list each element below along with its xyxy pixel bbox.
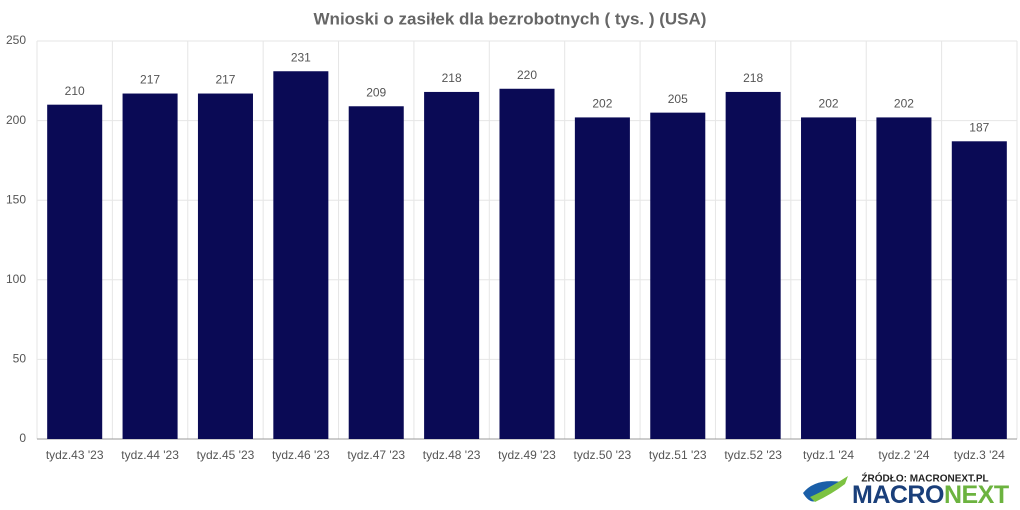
bar — [197, 93, 253, 439]
x-tick-label: tydz.48 '23 — [423, 448, 481, 462]
value-label: 210 — [65, 84, 85, 98]
x-tick-label: tydz.47 '23 — [347, 448, 405, 462]
x-tick-label: tydz.51 '23 — [649, 448, 707, 462]
value-label: 187 — [969, 120, 989, 134]
chart-title: Wnioski o zasiłek dla bezrobotnych ( tys… — [314, 9, 707, 28]
x-tick-label: tydz.50 '23 — [574, 448, 632, 462]
x-tick-label: tydz.46 '23 — [272, 448, 330, 462]
y-tick-label: 200 — [6, 113, 26, 127]
bar — [725, 91, 781, 439]
value-label: 209 — [366, 85, 386, 99]
bar — [47, 104, 103, 440]
bar — [499, 88, 555, 439]
y-tick-label: 150 — [6, 192, 26, 206]
value-label: 218 — [743, 71, 763, 85]
x-tick-label: tydz.43 '23 — [46, 448, 104, 462]
value-label: 202 — [819, 97, 839, 111]
x-tick-label: tydz.52 '23 — [724, 448, 782, 462]
bar — [273, 71, 329, 440]
x-tick-label: tydz.3 '24 — [954, 448, 1005, 462]
value-label: 205 — [668, 92, 688, 106]
bar — [876, 117, 932, 439]
value-label: 218 — [442, 71, 462, 85]
y-tick-label: 250 — [6, 33, 26, 47]
logo-part: MACRO — [852, 481, 944, 509]
y-tick-label: 100 — [6, 272, 26, 286]
x-tick-label: tydz.44 '23 — [121, 448, 179, 462]
bar — [424, 91, 480, 439]
bar — [348, 106, 404, 439]
logo-text: MACRONEXT — [852, 481, 1009, 509]
x-tick-label: tydz.1 '24 — [803, 448, 854, 462]
value-label: 217 — [140, 73, 160, 87]
x-tick-label: tydz.2 '24 — [878, 448, 929, 462]
x-tick-label: tydz.49 '23 — [498, 448, 556, 462]
logo-part: NEXT — [944, 481, 1009, 509]
logo-icon — [810, 476, 848, 502]
bar — [951, 141, 1007, 439]
y-tick-label: 50 — [13, 352, 27, 366]
value-label: 231 — [291, 50, 311, 64]
bar — [574, 117, 630, 439]
value-label: 202 — [592, 97, 612, 111]
logo: ŹRÓDŁO: MACRONEXT.PL MACRONEXT — [803, 472, 1009, 509]
y-tick-label: 0 — [19, 431, 26, 445]
value-label: 220 — [517, 68, 537, 82]
x-tick-label: tydz.45 '23 — [197, 448, 255, 462]
source-label: ŹRÓDŁO: MACRONEXT.PL — [861, 472, 988, 485]
bar — [122, 93, 178, 439]
bar — [801, 117, 857, 439]
value-label: 202 — [894, 97, 914, 111]
value-label: 217 — [215, 73, 235, 87]
bar — [650, 112, 706, 439]
